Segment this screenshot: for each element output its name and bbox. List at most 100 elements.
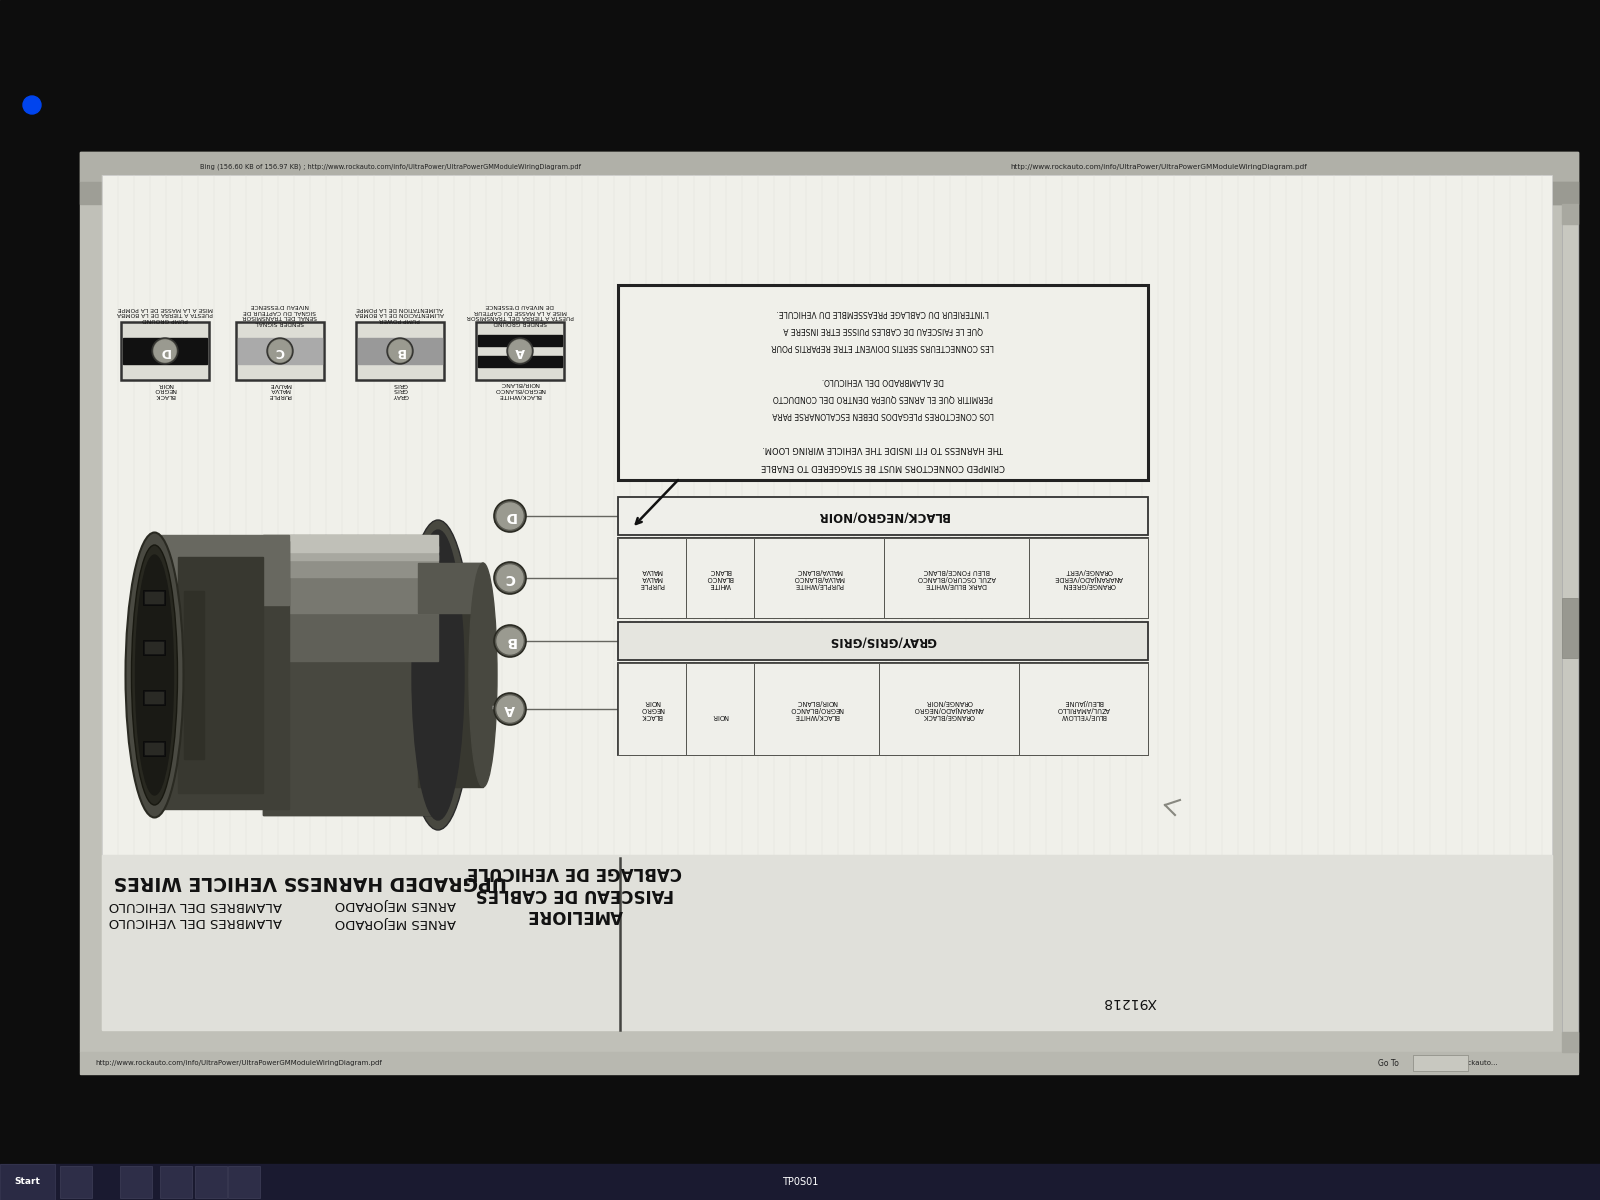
Ellipse shape: [413, 530, 464, 820]
Bar: [61, 1166, 93, 1198]
Bar: [144, 592, 163, 602]
Bar: [358, 338, 442, 364]
Text: ORANGE/BLACK
ANARANJADO/NEGRO
ORANGE/NOIR: ORANGE/BLACK ANARANJADO/NEGRO ORANGE/NOI…: [914, 698, 984, 719]
Bar: [155, 535, 290, 605]
Bar: [1019, 662, 1149, 755]
Text: LES CONNECTEURS SERTIS DOIVENT ETRE REPARTIS POUR: LES CONNECTEURS SERTIS DOIVENT ETRE REPA…: [771, 342, 995, 352]
Bar: [102, 854, 1552, 1030]
Text: A: A: [515, 344, 525, 358]
Circle shape: [494, 625, 526, 658]
Bar: [418, 563, 483, 613]
Bar: [102, 175, 1552, 1030]
Circle shape: [494, 500, 526, 532]
Text: BLACK/WHITE
NEGRO/BLANCO
NOIR/BLANC: BLACK/WHITE NEGRO/BLANCO NOIR/BLANC: [494, 382, 546, 398]
Bar: [237, 322, 323, 380]
Bar: [1562, 598, 1578, 658]
Bar: [262, 569, 438, 613]
Circle shape: [389, 340, 411, 362]
Bar: [418, 563, 483, 787]
Bar: [80, 152, 1578, 1052]
Text: L'INTERIEUR DU CABLAGE PREASSEMBLE DU VEHICULE.: L'INTERIEUR DU CABLAGE PREASSEMBLE DU VE…: [776, 308, 989, 318]
Bar: [754, 662, 878, 755]
Ellipse shape: [469, 563, 498, 787]
Text: A: A: [504, 702, 515, 716]
Bar: [878, 662, 1019, 755]
Text: ARNES MEJORADO: ARNES MEJORADO: [334, 916, 456, 929]
Ellipse shape: [403, 520, 474, 830]
Bar: [618, 538, 686, 618]
Circle shape: [267, 338, 293, 364]
Bar: [155, 540, 290, 809]
Bar: [80, 152, 1578, 182]
Text: BLACK
NEGRO
NOIR: BLACK NEGRO NOIR: [640, 698, 664, 719]
Circle shape: [387, 338, 413, 364]
Bar: [686, 538, 754, 618]
Text: D: D: [160, 344, 170, 358]
Text: UPGRADED HARNESS: UPGRADED HARNESS: [283, 872, 507, 892]
Text: CABLAGE DE VEHICULE: CABLAGE DE VEHICULE: [467, 863, 683, 881]
Text: ALAMBRES DEL VEHICULO: ALAMBRES DEL VEHICULO: [109, 916, 282, 929]
Text: C: C: [506, 571, 515, 584]
Text: FAISCEAU DE CABLES: FAISCEAU DE CABLES: [475, 886, 674, 902]
Circle shape: [498, 565, 523, 590]
Text: http://www.rockauto...: http://www.rockauto...: [1421, 1060, 1498, 1066]
Bar: [355, 322, 445, 380]
Text: VEHICLE WIRES: VEHICLE WIRES: [114, 872, 277, 892]
Text: NOIR: NOIR: [712, 698, 728, 719]
Text: D: D: [504, 509, 515, 523]
Bar: [178, 557, 262, 792]
Text: B: B: [395, 344, 405, 358]
Text: DARK BLUE/WHITE
AZUL OSCURO/BLANCO
BLEU FONCE/BLANC: DARK BLUE/WHITE AZUL OSCURO/BLANCO BLEU …: [917, 568, 995, 588]
Bar: [262, 605, 438, 661]
Ellipse shape: [136, 554, 173, 794]
Circle shape: [498, 503, 523, 529]
Circle shape: [498, 628, 523, 654]
Bar: [262, 535, 438, 815]
Bar: [477, 322, 563, 380]
Text: SENDER GROUND
PUESTA A TIERRA DEL TRANSMISOR
MISE A LA MASSE DU CAPTEUR
DE NIVEA: SENDER GROUND PUESTA A TIERRA DEL TRANSM…: [466, 302, 574, 325]
Bar: [1029, 538, 1149, 618]
Text: PURPLE/WHITE
MALVA/BLANCO
MALVA/BLANC: PURPLE/WHITE MALVA/BLANCO MALVA/BLANC: [794, 568, 845, 588]
Circle shape: [154, 340, 176, 362]
Text: ALAMBRES DEL VEHICULO: ALAMBRES DEL VEHICULO: [109, 899, 282, 912]
Bar: [1413, 1055, 1469, 1070]
Bar: [144, 642, 163, 653]
Circle shape: [498, 696, 523, 722]
Text: BLUE/YELLOW
AZUL/AMARILLO
BLEU/JAUNE: BLUE/YELLOW AZUL/AMARILLO BLEU/JAUNE: [1058, 698, 1110, 719]
Text: ORANGE/GREEN
ANARANJADO/VERDE
ORANGE/VERT: ORANGE/GREEN ANARANJADO/VERDE ORANGE/VER…: [1054, 568, 1123, 588]
Text: BLACK
NEGRO
NOIR: BLACK NEGRO NOIR: [154, 382, 176, 398]
Bar: [262, 792, 438, 815]
Bar: [262, 535, 438, 552]
Bar: [0, 1164, 54, 1200]
Text: WHITE
BLANCO
BLANC: WHITE BLANCO BLANC: [706, 568, 734, 588]
Bar: [883, 538, 1029, 618]
Text: LOS CONECTORES PLEGADOS DEBEN ESCALONARSE PARA: LOS CONECTORES PLEGADOS DEBEN ESCALONARS…: [773, 410, 994, 420]
Bar: [80, 1052, 1578, 1074]
Bar: [1562, 1032, 1578, 1052]
Text: PUMP POWER
ALIMENTACION DE LA BOMBA
ALIMENTATION DE LA POMPE: PUMP POWER ALIMENTACION DE LA BOMBA ALIM…: [355, 306, 445, 323]
Bar: [618, 662, 686, 755]
Bar: [144, 692, 163, 703]
Text: X91218: X91218: [1102, 995, 1157, 1009]
Text: Unknown Zone | Protected Mode: Off: Unknown Zone | Protected Mode: Off: [632, 188, 787, 198]
Circle shape: [509, 340, 531, 362]
Text: BLACK/NEGRO/NOIR: BLACK/NEGRO/NOIR: [818, 510, 949, 522]
Text: QUE LE FAISCEAU DE CABLES PUISSE ETRE INSERE A: QUE LE FAISCEAU DE CABLES PUISSE ETRE IN…: [782, 325, 982, 335]
Bar: [120, 1166, 152, 1198]
Text: C: C: [275, 344, 285, 358]
Bar: [160, 1166, 192, 1198]
Text: PERMITIR QUE EL ARNES QUEPA DENTRO DEL CONDUCTO: PERMITIR QUE EL ARNES QUEPA DENTRO DEL C…: [773, 394, 994, 402]
Text: PURPLE
MALVA
MALVA: PURPLE MALVA MALVA: [640, 568, 664, 588]
Text: PUMP GROUND
PUESTA A TIERRA DE LA BOMBA
MISE A LA MASSE DE LA POMPE: PUMP GROUND PUESTA A TIERRA DE LA BOMBA …: [117, 306, 213, 323]
Text: Bing (156.60 KB of 156.97 KB) ; http://www.rockauto.com/info/UltraPower/UltraPow: Bing (156.60 KB of 156.97 KB) ; http://w…: [200, 163, 581, 170]
Circle shape: [152, 338, 178, 364]
Text: PURPLE
MALVA
MAUVE: PURPLE MALVA MAUVE: [269, 382, 291, 398]
Text: AMELIORE: AMELIORE: [526, 906, 622, 924]
Text: GRAY
GRIS
GRIS: GRAY GRIS GRIS: [392, 382, 408, 398]
Bar: [754, 538, 883, 618]
Text: http://www.rockauto.com/info/UltraPower/UltraPowerGMModuleWiringDiagram.pdf: http://www.rockauto.com/info/UltraPower/…: [94, 1060, 382, 1066]
Bar: [618, 497, 1149, 535]
Text: http://www.rockauto.com/info/UltraPower/UltraPowerGMModuleWiringDiagram.pdf: http://www.rockauto.com/info/UltraPower/…: [1010, 164, 1307, 170]
Bar: [618, 284, 1149, 480]
Circle shape: [494, 692, 526, 725]
